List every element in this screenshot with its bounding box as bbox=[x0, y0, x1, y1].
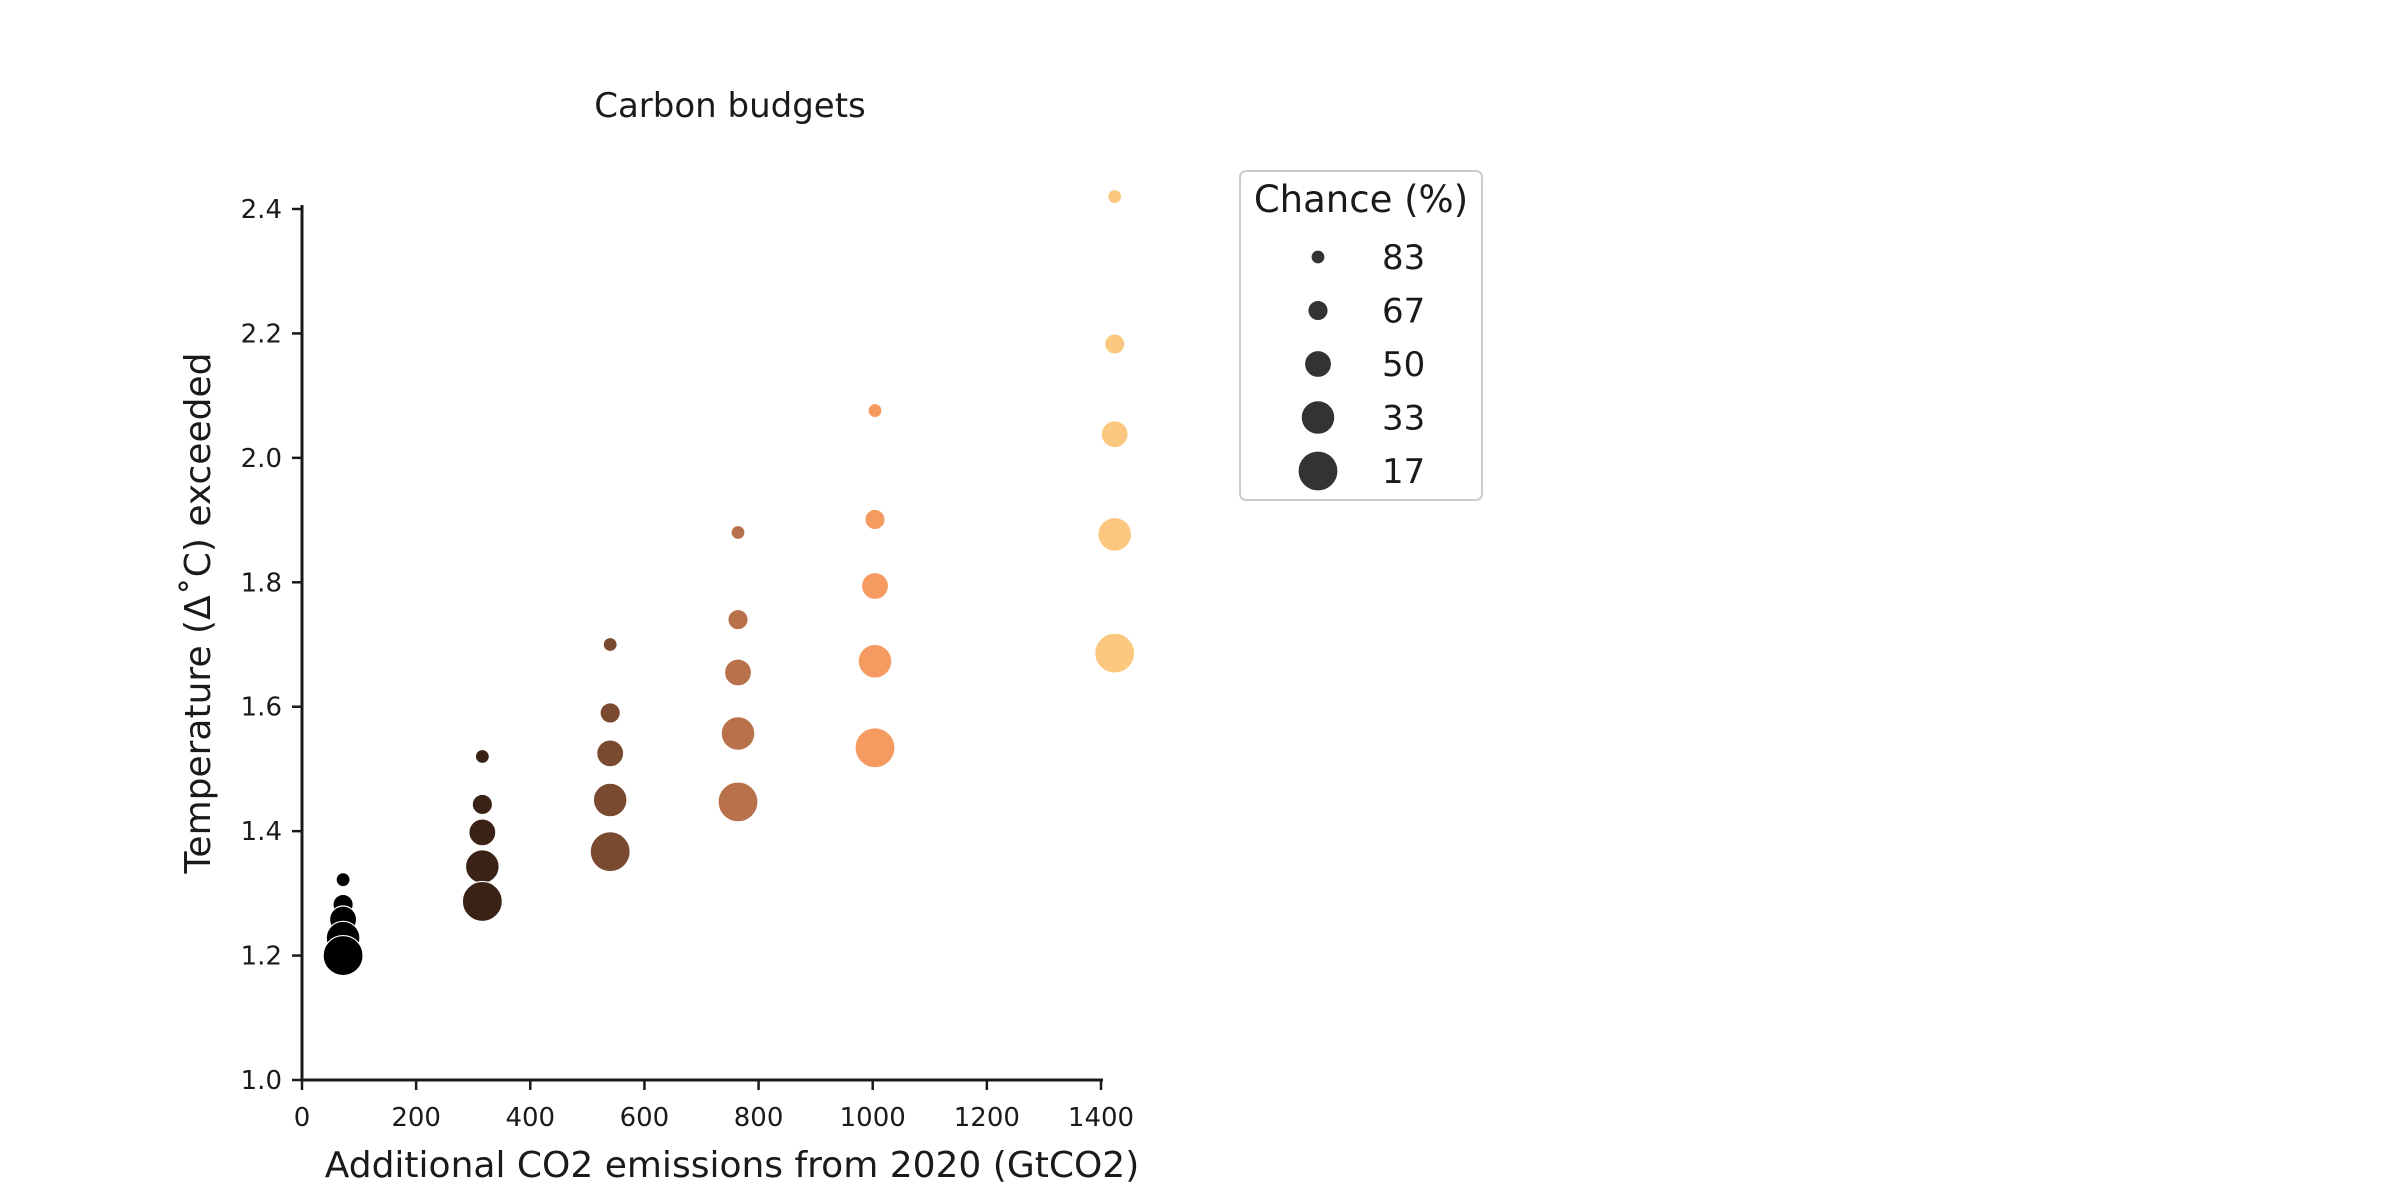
data-point bbox=[468, 818, 497, 847]
data-point bbox=[471, 793, 494, 816]
data-point bbox=[335, 872, 351, 888]
data-point bbox=[864, 508, 886, 531]
data-point bbox=[602, 636, 618, 653]
data-point bbox=[592, 782, 628, 818]
y-tick-label: 2.4 bbox=[241, 195, 282, 225]
y-ticks: 1.0 1.2 1.4 1.6 1.8 2.0 2.2 2.4 bbox=[241, 195, 302, 1096]
data-point bbox=[464, 849, 500, 885]
data-point bbox=[596, 739, 625, 768]
data-point bbox=[723, 658, 753, 687]
x-tick-label: 600 bbox=[620, 1103, 670, 1133]
x-tick-label: 1200 bbox=[954, 1103, 1020, 1133]
data-points bbox=[322, 188, 1136, 977]
x-tick-label: 1400 bbox=[1068, 1103, 1134, 1133]
legend-marker bbox=[1303, 349, 1333, 379]
x-tick-label: 200 bbox=[391, 1103, 441, 1133]
data-point bbox=[727, 608, 749, 631]
legend-label: 50 bbox=[1382, 345, 1425, 385]
axes bbox=[300, 205, 1103, 1082]
data-point bbox=[717, 781, 759, 823]
x-tick-label: 0 bbox=[294, 1103, 311, 1133]
legend-marker bbox=[1310, 249, 1326, 265]
data-point bbox=[599, 702, 621, 724]
data-point bbox=[720, 716, 756, 751]
x-tick-label: 800 bbox=[734, 1103, 784, 1133]
data-point bbox=[730, 524, 746, 541]
legend: Chance (%) 83 67 50 33 17 bbox=[1239, 170, 1483, 501]
data-point bbox=[461, 880, 503, 923]
y-tick-label: 1.4 bbox=[241, 817, 282, 847]
x-axis-label: Additional CO2 emissions from 2020 (GtCO… bbox=[325, 1145, 1140, 1186]
data-point bbox=[1097, 516, 1133, 552]
data-point bbox=[322, 934, 364, 977]
data-point bbox=[1100, 420, 1129, 449]
legend-marker bbox=[1300, 400, 1336, 435]
legend-frame bbox=[1239, 170, 1483, 501]
data-point bbox=[474, 748, 490, 765]
data-point bbox=[1107, 188, 1123, 205]
y-tick-label: 2.2 bbox=[241, 319, 282, 349]
legend-label: 33 bbox=[1382, 399, 1425, 439]
x-ticks: 0 200 400 600 800 1000 1200 1400 bbox=[294, 1080, 1134, 1133]
data-point bbox=[1094, 632, 1136, 674]
data-point bbox=[589, 831, 631, 873]
data-point bbox=[857, 643, 893, 679]
y-axis-label: Temperature (Δ˚C) exceeded bbox=[178, 353, 219, 875]
y-tick-label: 1.0 bbox=[241, 1066, 282, 1096]
chart-title: Carbon budgets bbox=[594, 86, 866, 126]
data-point bbox=[854, 727, 896, 769]
legend-marker bbox=[1307, 299, 1329, 322]
y-tick-label: 2.0 bbox=[241, 444, 282, 474]
legend-marker bbox=[1297, 450, 1339, 492]
y-tick-label: 1.2 bbox=[241, 942, 282, 972]
legend-label: 83 bbox=[1382, 238, 1425, 278]
data-point bbox=[860, 571, 890, 601]
data-point bbox=[1103, 333, 1126, 355]
x-tick-label: 1000 bbox=[840, 1103, 906, 1133]
y-tick-label: 1.6 bbox=[241, 693, 282, 723]
legend-label: 67 bbox=[1382, 292, 1425, 332]
data-point bbox=[867, 402, 883, 419]
legend-label: 17 bbox=[1382, 452, 1425, 492]
x-tick-label: 400 bbox=[505, 1103, 555, 1133]
legend-title: Chance (%) bbox=[1254, 178, 1468, 221]
legend-entries: 83 67 50 33 17 bbox=[1297, 238, 1425, 492]
y-tick-label: 1.8 bbox=[241, 568, 282, 598]
